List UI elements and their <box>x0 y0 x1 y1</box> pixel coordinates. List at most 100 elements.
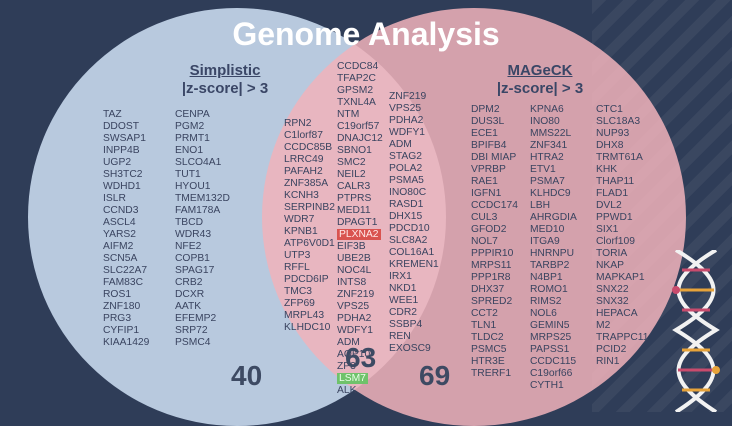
gene-item: UGP2 <box>103 157 132 168</box>
gene-item: THAP11 <box>596 176 635 187</box>
gene-item: WDR43 <box>175 229 212 240</box>
gene-item: ZFP69 <box>284 298 315 309</box>
gene-item: CENPA <box>175 109 210 120</box>
gene-item: INO80 <box>530 116 560 127</box>
gene-item: PLXNA2 <box>337 229 381 240</box>
gene-item: ETV1 <box>530 164 556 175</box>
gene-item: AIFM2 <box>103 241 134 252</box>
gene-item: TORIA <box>596 248 628 259</box>
gene-item: SERPINB2 <box>284 202 335 213</box>
gene-item: INPP4B <box>103 145 140 156</box>
gene-item: KCNH3 <box>284 190 319 201</box>
gene-item: RAE1 <box>471 176 498 187</box>
gene-item: PDCD6IP <box>284 274 329 285</box>
overlap-gene-list-1: RPN2 C1lorf87 CCDC85B LRRC49 PAFAH2 ZNF385A KC… <box>284 118 335 334</box>
gene-item: PSMA7 <box>530 176 565 187</box>
gene-item: NOL7 <box>471 236 498 247</box>
gene-item: NKD1 <box>389 283 417 294</box>
gene-item: SLC22A7 <box>103 265 148 276</box>
gene-item: TRMT61A <box>596 152 643 163</box>
gene-item: PAPSS1 <box>530 344 570 355</box>
gene-item: COPB1 <box>175 253 210 264</box>
gene-item: ROS1 <box>103 289 132 300</box>
gene-item: RPN2 <box>284 118 312 129</box>
gene-item: CCND3 <box>103 205 139 216</box>
gene-item: SH3TC2 <box>103 169 143 180</box>
gene-item: AQP10 <box>337 349 371 360</box>
gene-item: TRAPPC11 <box>596 332 649 343</box>
gene-item: WDR7 <box>284 214 315 225</box>
gene-item: ZNF180 <box>103 301 141 312</box>
gene-item: SRP72 <box>175 325 208 336</box>
dna-helix-icon <box>672 250 720 412</box>
overlap-gene-list-3: ZNF219 VPS25 PDHA2 WDFY1 ADM STAG2 POLA2 PSMA5 I… <box>389 91 439 355</box>
gene-item: UTP3 <box>284 250 311 261</box>
gene-item: FAM178A <box>175 205 221 216</box>
gene-item: NKAP <box>596 260 625 271</box>
gene-item: CCDC84 <box>337 61 379 72</box>
gene-item: LRRC49 <box>284 154 324 165</box>
gene-item: SPAG17 <box>175 265 215 276</box>
gene-item: RIN1 <box>596 356 620 367</box>
gene-item: PPPIR10 <box>471 248 514 259</box>
gene-item: CDR2 <box>389 307 418 318</box>
gene-item: SMC2 <box>337 157 366 168</box>
gene-item: KIAA1429 <box>103 337 150 348</box>
gene-item: RFFL <box>284 262 310 273</box>
gene-item: MRPS11 <box>471 260 512 271</box>
gene-item: PDHA2 <box>337 313 372 324</box>
gene-item: PDCD10 <box>389 223 430 234</box>
gene-item: DVL2 <box>596 200 622 211</box>
gene-item: DHX8 <box>596 140 624 151</box>
gene-item: TLN1 <box>471 320 497 331</box>
gene-item: SLC8A2 <box>389 235 428 246</box>
gene-item: NOL6 <box>530 308 557 319</box>
gene-item: REN <box>389 331 411 342</box>
gene-item: INO80C <box>389 187 427 198</box>
gene-item: TMEM132D <box>175 193 230 204</box>
right-gene-list-2: KPNA6 INO80 MMS22L ZNF341 HTRA2 ETV1 PSMA7 KLHD… <box>530 104 577 392</box>
gene-item: FLAD1 <box>596 188 629 199</box>
gene-item: TFAP2C <box>337 73 376 84</box>
gene-item: ASCL4 <box>103 217 136 228</box>
gene-item: DUS3L <box>471 116 505 127</box>
right-gene-list-3: CTC1 SLC18A3 NUP93 DHX8 TRMT61A KHK THAP11 FLAD… <box>596 104 648 368</box>
gene-item: PRMT1 <box>175 133 210 144</box>
gene-item: ECE1 <box>471 128 498 139</box>
gene-item: ZNF385A <box>284 178 329 189</box>
gene-item: STAG2 <box>389 151 422 162</box>
gene-item: Clorf109 <box>596 236 635 247</box>
gene-item: UBE2B <box>337 253 371 264</box>
gene-item: AATK <box>175 301 202 312</box>
gene-item: PCID2 <box>596 344 627 355</box>
gene-item: PRG3 <box>103 313 132 324</box>
gene-item: NFE2 <box>175 241 202 252</box>
gene-item: RASD1 <box>389 199 424 210</box>
gene-item: DHX37 <box>471 284 505 295</box>
venn-right-circle <box>262 8 686 426</box>
gene-item: CUL3 <box>471 212 498 223</box>
left-only-count: 40 <box>231 360 263 391</box>
right-set-header: MAGeCK |z-score| > 3 <box>445 62 635 98</box>
left-set-header: Simplistic |z-score| > 3 <box>130 62 320 98</box>
gene-item: ZP3 <box>337 361 356 372</box>
overlap-gene-list-2: CCDC84 TFAP2C GPSM2 TXNL4A NTM C19orf57 DNAJC1… <box>337 61 383 397</box>
gene-item: LBH <box>530 200 551 211</box>
gene-item: ENO1 <box>175 145 204 156</box>
gene-item: TUT1 <box>175 169 201 180</box>
gene-item: CYTH1 <box>530 380 564 391</box>
gene-item: DCXR <box>175 289 205 300</box>
gene-item: SLC18A3 <box>596 116 641 127</box>
gene-item: KLHDC9 <box>530 188 571 199</box>
left-set-criterion: |z-score| > 3 <box>181 80 269 97</box>
gene-item: PSMC5 <box>471 344 507 355</box>
gene-item: NOC4L <box>337 265 372 276</box>
gene-item: KPNB1 <box>284 226 318 237</box>
gene-item: MED10 <box>530 224 565 235</box>
overlap-count: 63 <box>345 342 377 373</box>
gene-item: NTM <box>337 109 360 120</box>
gene-item: PSMC4 <box>175 337 211 348</box>
gene-item: MRPL43 <box>284 310 325 321</box>
gene-item: PTPRS <box>337 193 372 204</box>
gene-item: KHK <box>596 164 618 175</box>
